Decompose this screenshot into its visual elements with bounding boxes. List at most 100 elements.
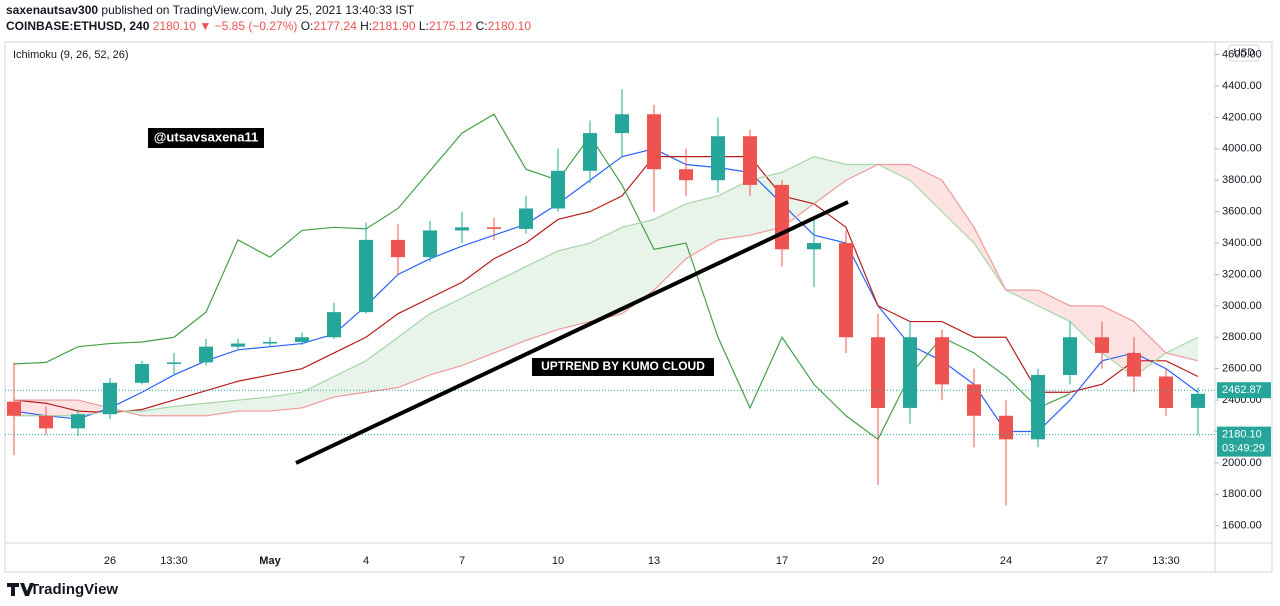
lagging-span: [13, 113, 1071, 441]
brand-logo: [7, 583, 34, 596]
kumo-cloud: [238, 396, 270, 412]
candle-body: [199, 346, 213, 363]
symbol-line: COINBASE:ETHUSD, 240 2180.10 ▼ −5.85 (−0…: [6, 19, 531, 33]
candle-body: [391, 239, 405, 258]
y-tick-label: 4000.00: [1222, 143, 1262, 155]
kumo-cloud: [654, 203, 686, 291]
y-tick-label: 1800.00: [1222, 488, 1262, 500]
candle-body: [519, 208, 533, 229]
annotation: @utsavsaxena11: [154, 129, 258, 144]
candle-body: [327, 312, 341, 338]
candle-body: [999, 415, 1013, 440]
candle-body: [583, 133, 597, 171]
ohlc-value: 2180.10: [488, 19, 532, 33]
candle-body: [615, 114, 629, 134]
currency-box: [1228, 44, 1260, 62]
candle-body: [967, 384, 981, 416]
candle-body: [1159, 376, 1173, 408]
kumo-cloud: [814, 156, 846, 204]
candle-body: [775, 184, 789, 250]
kumo-cloud: [46, 400, 78, 416]
price-marker-label: 2180.10: [1222, 429, 1262, 441]
kumo-cloud: [462, 282, 494, 366]
kumo-cloud: [558, 243, 590, 330]
indicator-label: Ichimoku (9, 26, 52, 26): [13, 49, 129, 61]
kumo-cloud: [334, 360, 366, 397]
y-tick-label: 2600.00: [1222, 363, 1262, 375]
x-tick-label: 24: [1000, 555, 1012, 567]
candle-body: [551, 170, 565, 209]
price-marker: [1217, 426, 1271, 457]
kumo-cloud: [942, 180, 974, 244]
ohlc-value: 2175.12: [429, 19, 473, 33]
candle-body: [903, 337, 917, 408]
y-tick-label: 4400.00: [1222, 80, 1262, 92]
candle-body: [231, 343, 245, 347]
candle-body: [423, 230, 437, 258]
brand: TradingView: [30, 581, 118, 598]
kumo-cloud: [750, 172, 782, 236]
kumo-cloud: [302, 376, 334, 408]
annotation-box: [532, 358, 714, 376]
y-tick-label: 1600.00: [1222, 520, 1262, 532]
y-tick-label: 3400.00: [1222, 237, 1262, 249]
ohlc-key: H:: [360, 19, 372, 33]
x-tick-label: 7: [459, 555, 465, 567]
candle-body: [711, 136, 725, 181]
candle-body: [135, 363, 149, 383]
candle-body: [1031, 374, 1045, 440]
x-tick-label: 4: [363, 555, 369, 567]
candle-body: [295, 337, 309, 342]
candle-body: [935, 337, 949, 385]
header-line: saxenautsav300 published on TradingView.…: [6, 3, 415, 17]
x-tick-label: 13:30: [160, 555, 188, 567]
countdown: 03:49:29: [1222, 443, 1265, 455]
candle-body: [359, 239, 373, 313]
kumo-cloud: [270, 392, 302, 412]
y-tick-label: 4200.00: [1222, 111, 1262, 123]
kumo-cloud: [718, 180, 750, 240]
candle-body: [1127, 352, 1141, 377]
candle-body: [167, 362, 181, 364]
change: 2180.10 ▼ −5.85 (−0.27%): [153, 19, 298, 33]
kumo-cloud: [622, 219, 654, 314]
candle-body: [807, 243, 821, 250]
kumo-cloud: [366, 337, 398, 393]
ohlc-key: C:: [476, 19, 488, 33]
candle-body: [743, 136, 757, 185]
kumo-cloud: [910, 164, 942, 212]
x-tick-label: 13: [648, 555, 660, 567]
candle-body: [647, 114, 661, 170]
kumo-cloud: [686, 195, 718, 259]
lead-1: [14, 156, 1199, 417]
annotation: UPTREND BY KUMO CLOUD: [541, 359, 705, 373]
x-tick-label: 17: [776, 555, 788, 567]
kumo-cloud: [174, 403, 206, 416]
candle-body: [1191, 393, 1205, 408]
x-tick-label: May: [259, 555, 281, 567]
kumo-cloud: [590, 227, 622, 322]
kumo-cloud: [1070, 305, 1102, 353]
base-line: [13, 156, 1199, 414]
kumo-cloud: [1134, 321, 1166, 377]
y-tick-label: 3000.00: [1222, 300, 1262, 312]
kumo-cloud: [494, 266, 526, 353]
price-marker-label: 2462.87: [1222, 384, 1262, 396]
y-tick-label: 3200.00: [1222, 268, 1262, 280]
candle-body: [7, 401, 21, 416]
annotation-box: [148, 128, 264, 148]
candle-body: [1063, 337, 1077, 375]
kumo-cloud: [1038, 290, 1070, 322]
candle-body: [455, 227, 469, 231]
kumo-cloud: [430, 297, 462, 375]
x-tick-label: 13:30: [1152, 555, 1180, 567]
candle-body: [487, 227, 501, 229]
candle-body: [679, 169, 693, 181]
x-tick-label: 10: [552, 555, 564, 567]
published: published on TradingView.com, July 25, 2…: [101, 3, 414, 17]
currency: USD: [1233, 48, 1254, 59]
candle-body: [103, 382, 117, 415]
kumo-cloud: [398, 313, 430, 388]
chart-frame: [4, 41, 1273, 573]
